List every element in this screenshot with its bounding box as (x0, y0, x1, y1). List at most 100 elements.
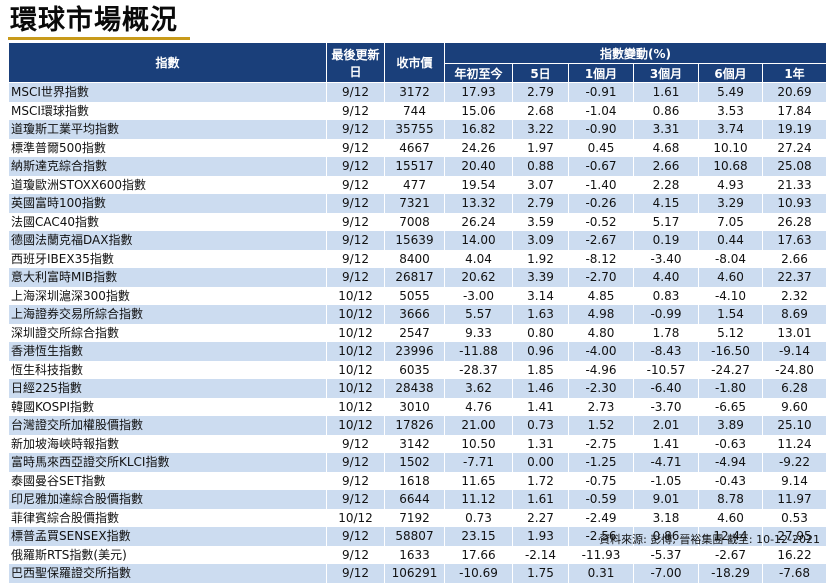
cell-change-5d: 2.68 (512, 101, 569, 120)
cell-change-5d: 1.72 (512, 471, 569, 490)
cell-change-ytd: 15.06 (444, 101, 513, 120)
cell-change-6m: 10.10 (698, 138, 763, 157)
cell-change-3m: -1.05 (633, 471, 699, 490)
cell-change-1y: 17.63 (762, 231, 827, 250)
cell-last-update: 9/12 (326, 249, 385, 268)
table-row: 香港恆生指數 10/12 23996 -11.88 0.96 -4.00 -8.43 -16.… (8, 342, 827, 361)
cell-change-1y: -9.22 (762, 453, 827, 472)
cell-index-name: 標普孟買SENSEX指數 (8, 527, 327, 546)
cell-change-ytd: -10.69 (444, 564, 513, 583)
cell-change-5d: 3.39 (512, 268, 569, 287)
cell-last-update: 9/12 (326, 490, 385, 509)
cell-change-5d: -2.14 (512, 545, 569, 564)
cell-close-price: 2547 (384, 323, 445, 342)
cell-close-price: 17826 (384, 416, 445, 435)
cell-index-name: 標準普爾500指數 (8, 138, 327, 157)
cell-close-price: 26817 (384, 268, 445, 287)
cell-close-price: 744 (384, 101, 445, 120)
cell-change-ytd: 3.62 (444, 379, 513, 398)
cell-change-5d: 1.85 (512, 360, 569, 379)
cell-change-ytd: 17.66 (444, 545, 513, 564)
cell-close-price: 15517 (384, 157, 445, 176)
cell-change-5d: 1.63 (512, 305, 569, 324)
cell-change-3m: -0.99 (633, 305, 699, 324)
cell-index-name: 巴西聖保羅證交所指數 (8, 564, 327, 583)
cell-index-name: 法國CAC40指數 (8, 212, 327, 231)
cell-change-5d: 0.88 (512, 157, 569, 176)
cell-change-1m: -2.49 (568, 508, 634, 527)
cell-last-update: 9/12 (326, 212, 385, 231)
cell-index-name: 韓國KOSPI指數 (8, 397, 327, 416)
cell-change-1m: -0.52 (568, 212, 634, 231)
cell-last-update: 10/12 (326, 360, 385, 379)
cell-last-update: 10/12 (326, 342, 385, 361)
cell-index-name: 俄羅斯RTS指數(美元) (8, 545, 327, 564)
cell-index-name: 富時馬來西亞證交所KLCI指數 (8, 453, 327, 472)
cell-change-3m: 4.68 (633, 138, 699, 157)
table-row: 新加坡海峽時報指數 9/12 3142 10.50 1.31 -2.75 1.41 -0.63… (8, 434, 827, 453)
cell-index-name: 上海深圳滬深300指數 (8, 286, 327, 305)
cell-change-3m: 1.78 (633, 323, 699, 342)
cell-change-1m: -0.67 (568, 157, 634, 176)
cell-change-5d: 0.00 (512, 453, 569, 472)
cell-change-6m: 5.49 (698, 82, 763, 102)
cell-change-6m: 12.44 (698, 527, 763, 546)
cell-change-ytd: 26.24 (444, 212, 513, 231)
cell-close-price: 477 (384, 175, 445, 194)
cell-last-update: 10/12 (326, 305, 385, 324)
cell-change-1y: 9.60 (762, 397, 827, 416)
table-row: 泰國曼谷SET指數 9/12 1618 11.65 1.72 -0.75 -1.05 -0.4… (8, 471, 827, 490)
cell-change-5d: 2.79 (512, 82, 569, 102)
cell-change-ytd: 11.12 (444, 490, 513, 509)
cell-change-6m: 0.44 (698, 231, 763, 250)
table-row: 恆生科技指數 10/12 6035 -28.37 1.85 -4.96 -10.57 -24.… (8, 360, 827, 379)
cell-index-name: 上海證券交易所綜合指數 (8, 305, 327, 324)
table-row: 巴西聖保羅證交所指數 9/12 106291 -10.69 1.75 0.31 -7.00-… (8, 564, 827, 583)
cell-change-ytd: 10.50 (444, 434, 513, 453)
cell-change-1m: -0.59 (568, 490, 634, 509)
cell-change-5d: 0.80 (512, 323, 569, 342)
table-row: 道瓊斯工業平均指數 9/12 35755 16.82 3.22 -0.90 3.31 3.74… (8, 120, 827, 139)
cell-change-5d: 1.41 (512, 397, 569, 416)
cell-change-3m: -3.70 (633, 397, 699, 416)
table-row: 印尼雅加達綜合股價指數 9/12 6644 11.12 1.61 -0.59 9.01 8.7… (8, 490, 827, 509)
cell-change-3m: 3.18 (633, 508, 699, 527)
cell-change-5d: 2.27 (512, 508, 569, 527)
cell-change-3m: -6.40 (633, 379, 699, 398)
cell-change-1m: -2.30 (568, 379, 634, 398)
cell-last-update: 9/12 (326, 194, 385, 213)
cell-close-price: 23996 (384, 342, 445, 361)
table-row: 俄羅斯RTS指數(美元) 9/12 1633 17.66 -2.14 -11.93 -5.3… (8, 545, 827, 564)
cell-close-price: 8400 (384, 249, 445, 268)
cell-change-3m: -3.40 (633, 249, 699, 268)
cell-change-1m: -0.75 (568, 471, 634, 490)
cell-close-price: 35755 (384, 120, 445, 139)
cell-change-1m: 1.52 (568, 416, 634, 435)
table-row: 深圳證交所綜合指數 10/12 2547 9.33 0.80 4.80 1.78 5.12 13… (8, 323, 827, 342)
cell-change-1y: 11.97 (762, 490, 827, 509)
cell-change-3m: 2.28 (633, 175, 699, 194)
cell-last-update: 10/12 (326, 379, 385, 398)
cell-change-ytd: 16.82 (444, 120, 513, 139)
cell-change-1m: -2.67 (568, 231, 634, 250)
cell-index-name: 深圳證交所綜合指數 (8, 323, 327, 342)
cell-last-update: 10/12 (326, 286, 385, 305)
cell-index-name: 英國富時100指數 (8, 194, 327, 213)
cell-change-6m: -2.67 (698, 545, 763, 564)
cell-change-3m: 9.01 (633, 490, 699, 509)
cell-change-1y: 20.69 (762, 82, 827, 102)
cell-change-1y: 16.22 (762, 545, 827, 564)
cell-last-update: 9/12 (326, 175, 385, 194)
table-row: 標普孟買SENSEX指數 9/12 58807 23.15 1.93 -2.56 0.86 1… (8, 527, 827, 546)
cell-close-price: 3142 (384, 434, 445, 453)
cell-close-price: 6644 (384, 490, 445, 509)
header-period-3m: 3個月 (633, 63, 699, 83)
cell-last-update: 9/12 (326, 564, 385, 583)
cell-change-1y: 13.01 (762, 323, 827, 342)
cell-change-6m: 3.29 (698, 194, 763, 213)
cell-index-name: MSCI世界指數 (8, 82, 327, 102)
cell-last-update: 9/12 (326, 527, 385, 546)
cell-change-5d: 2.79 (512, 194, 569, 213)
table-row: 韓國KOSPI指數 10/12 3010 4.76 1.41 2.73 -3.70 -6.65… (8, 397, 827, 416)
cell-change-6m: 3.89 (698, 416, 763, 435)
